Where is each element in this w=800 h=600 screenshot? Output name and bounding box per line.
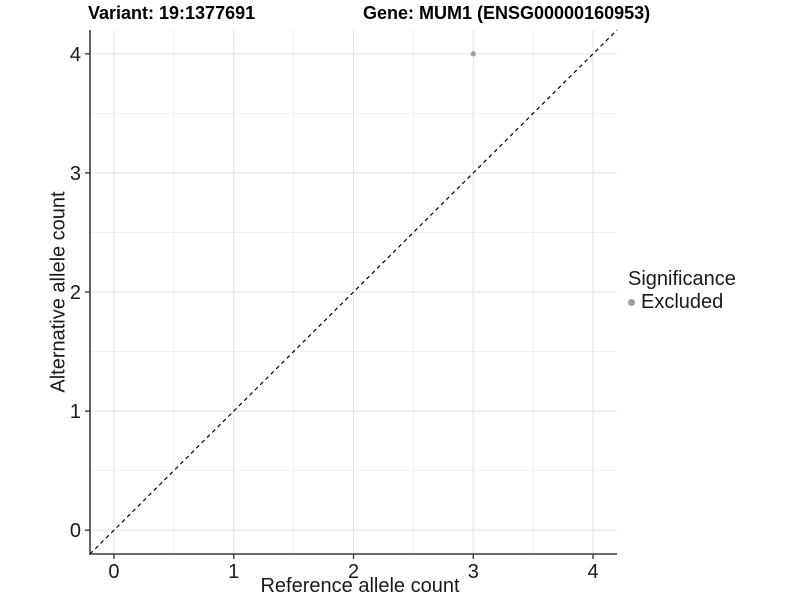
y-tick-label: 3: [70, 163, 81, 185]
plot-title-gene: Gene: MUM1 (ENSG00000160953): [363, 3, 651, 23]
y-tick-label: 0: [70, 520, 81, 542]
y-tick-label: 2: [70, 282, 81, 304]
legend-point-icon: [628, 299, 635, 306]
y-tick-label: 4: [70, 44, 81, 66]
y-tick-label: 1: [70, 401, 81, 423]
plot-title-variant: Variant: 19:1377691: [88, 3, 256, 23]
x-axis-title: Reference allele count: [260, 575, 460, 597]
x-tick-label: 2: [348, 561, 359, 583]
legend-title: Significance: [628, 268, 736, 290]
y-axis-title: Alternative allele count: [47, 191, 70, 393]
legend: Significance Excluded: [628, 268, 736, 314]
data-point: [470, 51, 476, 57]
x-tick-label: 4: [587, 561, 598, 583]
identity-line: [89, 29, 618, 555]
legend-item-excluded: Excluded: [628, 291, 736, 314]
x-tick-label: 1: [228, 561, 239, 583]
x-tick-label: 0: [108, 561, 119, 583]
legend-item-label: Excluded: [641, 291, 724, 313]
x-tick-label: 3: [468, 561, 479, 583]
